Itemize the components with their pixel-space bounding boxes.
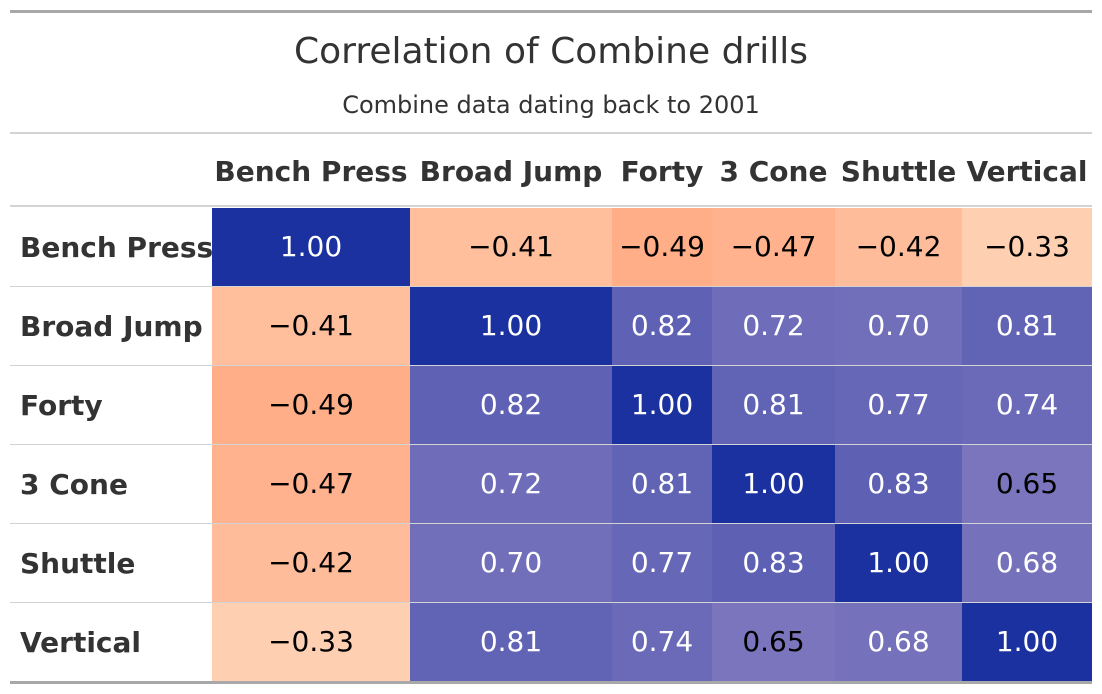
correlation-cell: −0.41	[410, 208, 612, 286]
top-border	[10, 10, 1092, 13]
table-subtitle: Combine data dating back to 2001	[342, 91, 760, 119]
correlation-cell: −0.41	[212, 287, 410, 365]
column-header: Bench Press	[214, 155, 408, 188]
correlation-cell: 0.65	[712, 603, 835, 681]
correlation-cell: 0.77	[835, 366, 962, 444]
row-divider	[10, 444, 1092, 445]
correlation-cell: −0.49	[212, 366, 410, 444]
correlation-cell: 1.00	[612, 366, 712, 444]
correlation-cell: 1.00	[835, 524, 962, 602]
row-header: Forty	[20, 389, 103, 422]
column-header: Broad Jump	[419, 155, 603, 188]
correlation-cell: 1.00	[410, 287, 612, 365]
bottom-border	[10, 681, 1092, 684]
correlation-cell: −0.42	[212, 524, 410, 602]
column-header: Forty	[620, 155, 704, 188]
row-header: Broad Jump	[20, 310, 203, 343]
correlation-cell: −0.47	[212, 445, 410, 523]
row-header: Vertical	[20, 626, 142, 659]
correlation-cell: 0.68	[835, 603, 962, 681]
table-title: Correlation of Combine drills	[293, 31, 808, 72]
correlation-cell: 1.00	[212, 208, 410, 286]
correlation-cell: −0.42	[835, 208, 962, 286]
correlation-cell: 0.72	[712, 287, 835, 365]
correlation-cell: 0.81	[962, 287, 1092, 365]
title-divider	[10, 132, 1092, 134]
row-divider	[10, 365, 1092, 366]
correlation-cell: 0.77	[612, 524, 712, 602]
correlation-cell: 0.74	[612, 603, 712, 681]
column-header: 3 Cone	[719, 155, 828, 188]
correlation-cell: 1.00	[962, 603, 1092, 681]
row-divider	[10, 523, 1092, 524]
row-header: Shuttle	[20, 547, 136, 580]
correlation-cell: 0.70	[410, 524, 612, 602]
correlation-cell: 0.70	[835, 287, 962, 365]
column-header: Vertical	[966, 155, 1088, 188]
correlation-cell: 0.83	[835, 445, 962, 523]
row-divider	[10, 602, 1092, 603]
correlation-cell: 0.82	[410, 366, 612, 444]
correlation-cell: −0.33	[962, 208, 1092, 286]
correlation-cell: 0.74	[962, 366, 1092, 444]
correlation-cell: 0.68	[962, 524, 1092, 602]
correlation-cell: 0.81	[612, 445, 712, 523]
header-divider	[10, 205, 1092, 207]
correlation-cell: 0.81	[712, 366, 835, 444]
correlation-cell: 0.65	[962, 445, 1092, 523]
row-header: Bench Press	[20, 231, 214, 264]
correlation-cell: −0.47	[712, 208, 835, 286]
correlation-cell: 1.00	[712, 445, 835, 523]
correlation-cell: 0.82	[612, 287, 712, 365]
correlation-cell: −0.49	[612, 208, 712, 286]
correlation-cell: 0.81	[410, 603, 612, 681]
row-divider	[10, 286, 1092, 287]
correlation-cell: 0.72	[410, 445, 612, 523]
column-header: Shuttle	[840, 155, 957, 188]
correlation-cell: 0.83	[712, 524, 835, 602]
row-header: 3 Cone	[20, 468, 128, 501]
correlation-cell: −0.33	[212, 603, 410, 681]
